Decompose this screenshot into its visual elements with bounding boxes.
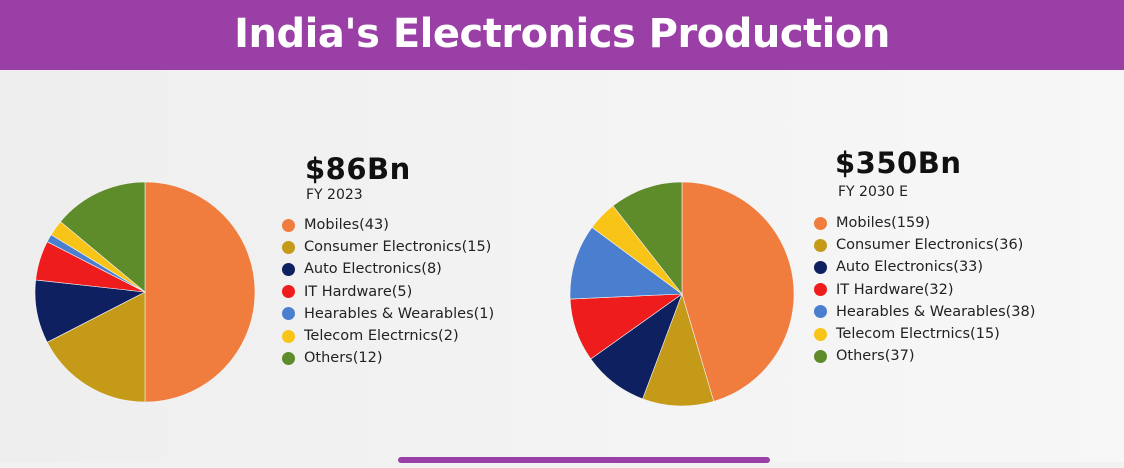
title-banner: India's Electronics Production <box>0 0 1124 70</box>
legend-label: Consumer Electronics(15) <box>304 239 492 256</box>
chart-total-fy2023: $86Bn <box>305 152 411 186</box>
legend-item-telecom-electrnics: Telecom Electrnics(15) <box>814 323 1035 345</box>
legend-swatch <box>282 240 295 254</box>
chart-total-fy2030e: $350Bn <box>835 146 962 180</box>
chart-period-fy2030e: FY 2030 E <box>838 184 908 200</box>
legend-item-hearables-wearables: Hearables & Wearables(38) <box>814 301 1035 323</box>
legend-label: Others(12) <box>304 350 383 367</box>
legend-label: Consumer Electronics(36) <box>836 237 1024 254</box>
legend-swatch <box>282 285 295 299</box>
pie-slice-others <box>60 181 146 293</box>
legend-item-hearables-wearables: Hearables & Wearables(1) <box>282 303 494 325</box>
chart-period-fy2023: FY 2023 <box>306 187 363 203</box>
legend-swatch <box>282 218 295 232</box>
pie-chart-fy2023 <box>34 181 256 403</box>
legend-swatch <box>282 307 295 321</box>
legend-fy2030e: Mobiles(159) Consumer Electronics(36) Auto… <box>814 212 1035 367</box>
pie-slice-mobiles <box>681 181 795 402</box>
pie-slice-consumer-electronics <box>642 293 715 407</box>
legend-item-consumer-electronics: Consumer Electronics(36) <box>814 234 1035 256</box>
legend-swatch <box>282 262 295 276</box>
legend-label: IT Hardware(5) <box>304 283 413 300</box>
legend-swatch <box>814 283 827 297</box>
legend-swatch <box>814 260 827 274</box>
legend-item-it-hardware: IT Hardware(5) <box>282 281 494 303</box>
legend-item-mobiles: Mobiles(159) <box>814 212 1035 234</box>
legend-item-auto-electronics: Auto Electronics(8) <box>282 258 494 280</box>
legend-item-others: Others(12) <box>282 347 494 369</box>
legend-item-mobiles: Mobiles(43) <box>282 214 494 236</box>
legend-item-telecom-electrnics: Telecom Electrnics(2) <box>282 325 494 347</box>
legend-swatch <box>814 349 827 363</box>
legend-label: Mobiles(159) <box>836 215 931 232</box>
legend-label: IT Hardware(32) <box>836 281 954 298</box>
legend-label: Mobiles(43) <box>304 217 389 234</box>
legend-item-consumer-electronics: Consumer Electronics(15) <box>282 236 494 258</box>
legend-label: Hearables & Wearables(1) <box>304 305 495 322</box>
legend-label: Hearables & Wearables(38) <box>836 303 1036 320</box>
bottom-accent-bar <box>398 457 770 463</box>
legend-label: Telecom Electrnics(2) <box>304 328 459 345</box>
legend-label: Telecom Electrnics(15) <box>836 326 1000 343</box>
legend-label: Auto Electronics(33) <box>836 259 984 276</box>
page-title: India's Electronics Production <box>234 11 890 57</box>
legend-swatch <box>282 351 295 365</box>
legend-label: Auto Electronics(8) <box>304 261 442 278</box>
pie-slice-consumer-electronics <box>46 291 146 403</box>
legend-swatch <box>814 238 827 252</box>
pie-slice-hearables-wearables <box>569 226 683 300</box>
legend-swatch <box>814 305 827 319</box>
legend-item-it-hardware: IT Hardware(32) <box>814 279 1035 301</box>
legend-label: Others(37) <box>836 348 915 365</box>
pie-slice-others <box>612 181 683 295</box>
legend-swatch <box>814 327 827 341</box>
legend-item-others: Others(37) <box>814 345 1035 367</box>
legend-swatch <box>282 329 295 343</box>
legend-item-auto-electronics: Auto Electronics(33) <box>814 256 1035 278</box>
legend-swatch <box>814 216 827 230</box>
legend-fy2023: Mobiles(43) Consumer Electronics(15) Auto … <box>282 214 494 369</box>
pie-slice-mobiles <box>144 181 256 403</box>
pie-chart-fy2030e <box>569 181 795 407</box>
